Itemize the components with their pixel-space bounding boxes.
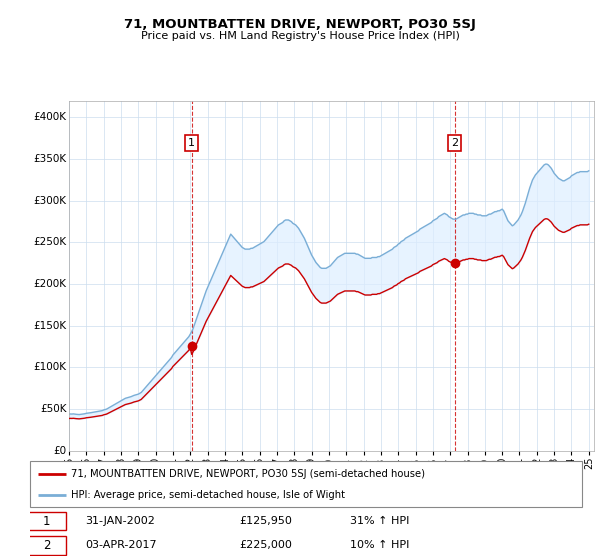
- Text: £0: £0: [53, 446, 67, 456]
- Text: 31% ↑ HPI: 31% ↑ HPI: [350, 516, 410, 526]
- Text: Price paid vs. HM Land Registry's House Price Index (HPI): Price paid vs. HM Land Registry's House …: [140, 31, 460, 41]
- Text: 31-JAN-2002: 31-JAN-2002: [85, 516, 155, 526]
- Text: HPI: Average price, semi-detached house, Isle of Wight: HPI: Average price, semi-detached house,…: [71, 491, 346, 500]
- Text: £350K: £350K: [33, 154, 67, 164]
- Text: £225,000: £225,000: [240, 540, 293, 550]
- Text: £100K: £100K: [34, 362, 67, 372]
- FancyBboxPatch shape: [27, 512, 66, 530]
- Text: £250K: £250K: [33, 237, 67, 248]
- Text: 2: 2: [451, 138, 458, 148]
- FancyBboxPatch shape: [30, 461, 582, 507]
- Text: 71, MOUNTBATTEN DRIVE, NEWPORT, PO30 5SJ (semi-detached house): 71, MOUNTBATTEN DRIVE, NEWPORT, PO30 5SJ…: [71, 469, 425, 479]
- Text: £150K: £150K: [33, 321, 67, 331]
- Text: £200K: £200K: [34, 279, 67, 289]
- FancyBboxPatch shape: [27, 536, 66, 554]
- Text: 1: 1: [188, 138, 195, 148]
- Text: 2: 2: [43, 539, 50, 552]
- Text: 03-APR-2017: 03-APR-2017: [85, 540, 157, 550]
- Text: £50K: £50K: [40, 404, 67, 414]
- Text: 10% ↑ HPI: 10% ↑ HPI: [350, 540, 410, 550]
- Text: 71, MOUNTBATTEN DRIVE, NEWPORT, PO30 5SJ: 71, MOUNTBATTEN DRIVE, NEWPORT, PO30 5SJ: [124, 18, 476, 31]
- Text: £400K: £400K: [34, 113, 67, 123]
- Text: £300K: £300K: [34, 196, 67, 206]
- Text: £125,950: £125,950: [240, 516, 293, 526]
- Text: 1: 1: [43, 515, 50, 528]
